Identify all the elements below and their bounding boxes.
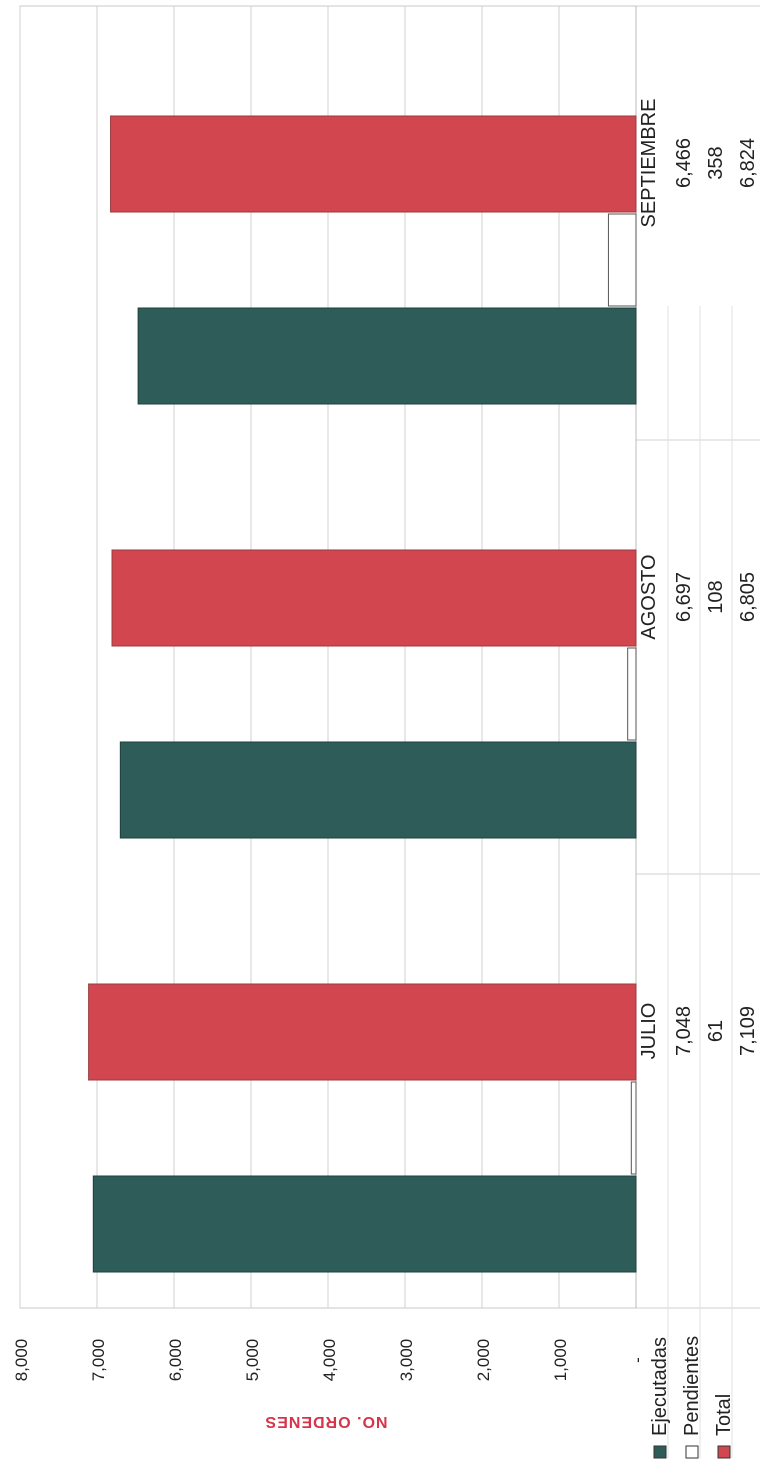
data-label-ejecutadas: 6,466 (673, 138, 695, 188)
category-label: AGOSTO (638, 554, 660, 639)
y-tick-label: 5,000 (243, 1339, 262, 1382)
y-tick-label: 3,000 (397, 1339, 416, 1382)
y-tick-label: 7,000 (89, 1339, 108, 1382)
y-tick-label: 8,000 (12, 1339, 31, 1382)
data-label-ejecutadas: 6,697 (673, 572, 695, 622)
legend-swatch-total (717, 1445, 731, 1459)
bar-pendientes (630, 1081, 637, 1175)
bar-ejecutadas (92, 1175, 637, 1273)
y-axis-title: NO. ORDENES (264, 1413, 387, 1430)
legend-label-ejecutadas: Ejecutadas (649, 1337, 671, 1436)
data-label-total: 6,824 (737, 138, 759, 188)
y-tick-label: 2,000 (474, 1339, 493, 1382)
bar-ejecutadas (119, 741, 637, 839)
y-tick-label: 6,000 (166, 1339, 185, 1382)
y-tick-label: 1,000 (551, 1339, 570, 1382)
bar-total (110, 115, 637, 213)
legend-swatch-ejecutadas (653, 1445, 667, 1459)
legend-label-pendientes: Pendientes (681, 1336, 703, 1436)
bar-pendientes (607, 213, 637, 307)
bar-total (88, 983, 637, 1081)
data-label-pendientes: 108 (705, 580, 727, 613)
bar-pendientes (627, 647, 637, 741)
y-tick-label: 4,000 (320, 1339, 339, 1382)
category-label: SEPTIEMBRE (638, 99, 660, 228)
legend-swatch-pendientes (685, 1445, 699, 1459)
y-tick-label: - (628, 1357, 647, 1363)
data-label-total: 7,109 (737, 1006, 759, 1056)
legend-label-total: Total (713, 1394, 735, 1436)
bar-ejecutadas (137, 307, 637, 405)
data-label-total: 6,805 (737, 572, 759, 622)
category-label: JULIO (638, 1003, 660, 1060)
bar-total (111, 549, 637, 647)
data-label-ejecutadas: 7,048 (673, 1006, 695, 1056)
data-label-pendientes: 61 (705, 1020, 727, 1042)
data-label-pendientes: 358 (705, 146, 727, 179)
